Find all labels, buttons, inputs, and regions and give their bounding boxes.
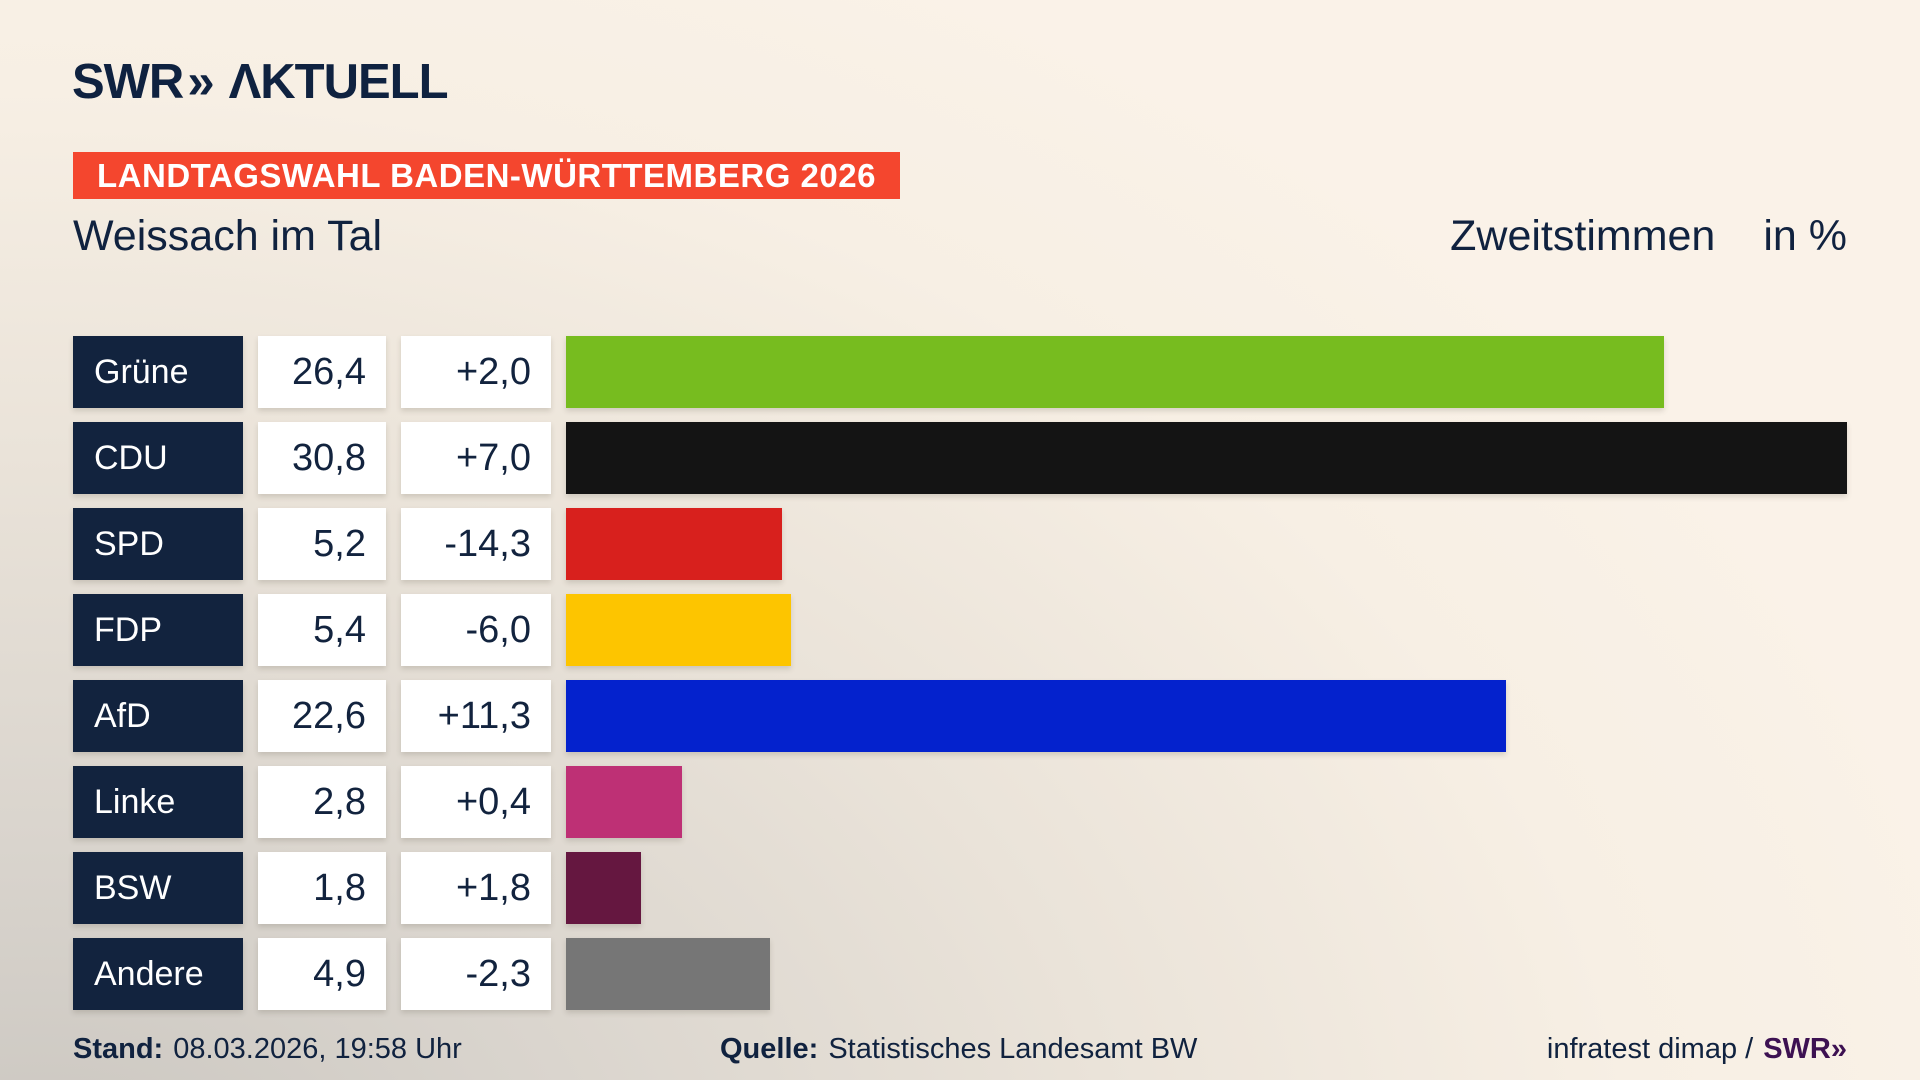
logo-swr-text: SWR [72,55,184,109]
unit-label: in % [1763,212,1847,260]
party-label: Linke [73,766,243,838]
party-value: 5,2 [258,508,386,580]
bar-track [566,336,1847,408]
party-row-spd: SPD 5,2 -14,3 [73,508,1847,580]
result-bar [566,336,1664,408]
party-row-fdp: FDP 5,4 -6,0 [73,594,1847,666]
result-bar [566,422,1847,494]
result-bar [566,766,683,838]
bar-track [566,680,1847,752]
party-row-gruene: Grüne 26,4 +2,0 [73,336,1847,408]
result-bar [566,594,791,666]
source-note: Quelle: Statistisches Landesamt BW [720,1033,1197,1066]
party-value: 26,4 [258,336,386,408]
bar-track [566,938,1847,1010]
result-bar [566,852,641,924]
bar-track [566,594,1847,666]
measure-label: Zweitstimmen [1450,212,1716,260]
party-label: BSW [73,852,243,924]
party-label: SPD [73,508,243,580]
title-row: Weissach im Tal Zweitstimmen in % [73,212,1847,261]
party-value: 4,9 [258,938,386,1010]
measure-title: Zweitstimmen in % [1450,212,1847,261]
bar-track [566,508,1847,580]
result-bar [566,680,1506,752]
party-label: Andere [73,938,243,1010]
party-value: 5,4 [258,594,386,666]
logo-chevrons-icon: » [187,55,215,109]
party-row-andere: Andere 4,9 -2,3 [73,938,1847,1010]
credit-text: infratest dimap / [1546,1033,1754,1065]
footer: Stand: 08.03.2026, 19:58 Uhr Quelle: Stati… [73,1033,1847,1073]
party-row-afd: AfD 22,6 +11,3 [73,680,1847,752]
source-label: Quelle: [720,1033,819,1065]
party-change: -2,3 [401,938,551,1010]
party-value: 1,8 [258,852,386,924]
result-bar [566,938,770,1010]
credit-note: infratest dimap / SWR» [1547,1033,1847,1066]
party-change: -14,3 [401,508,551,580]
election-banner: LANDTAGSWAHL BADEN-WÜRTTEMBERG 2026 [73,152,900,199]
stand-value: 08.03.2026, 19:58 Uhr [173,1033,462,1065]
bar-track [566,422,1847,494]
party-change: +11,3 [401,680,551,752]
party-change: -6,0 [401,594,551,666]
swr-aktuell-logo: SWR» ΛKTUELL [72,54,449,110]
bar-track [566,766,1847,838]
party-value: 2,8 [258,766,386,838]
credit-swr-logo: SWR» [1763,1033,1847,1065]
party-value: 22,6 [258,680,386,752]
party-change: +7,0 [401,422,551,494]
logo-aktuell-text: ΛKTUELL [228,55,449,109]
party-row-linke: Linke 2,8 +0,4 [73,766,1847,838]
bar-track [566,852,1847,924]
party-row-bsw: BSW 1,8 +1,8 [73,852,1847,924]
stand-label: Stand: [73,1033,164,1065]
party-row-cdu: CDU 30,8 +7,0 [73,422,1847,494]
party-value: 30,8 [258,422,386,494]
party-label: AfD [73,680,243,752]
party-label: Grüne [73,336,243,408]
party-change: +2,0 [401,336,551,408]
source-value: Statistisches Landesamt BW [828,1033,1198,1065]
stand-timestamp: Stand: 08.03.2026, 19:58 Uhr [73,1033,462,1066]
party-label: CDU [73,422,243,494]
party-change: +0,4 [401,766,551,838]
result-bar [566,508,783,580]
party-change: +1,8 [401,852,551,924]
municipality-title: Weissach im Tal [73,212,383,260]
party-label: FDP [73,594,243,666]
bar-chart: Grüne 26,4 +2,0 CDU 30,8 +7,0 SPD 5,2 -1… [73,336,1847,1010]
